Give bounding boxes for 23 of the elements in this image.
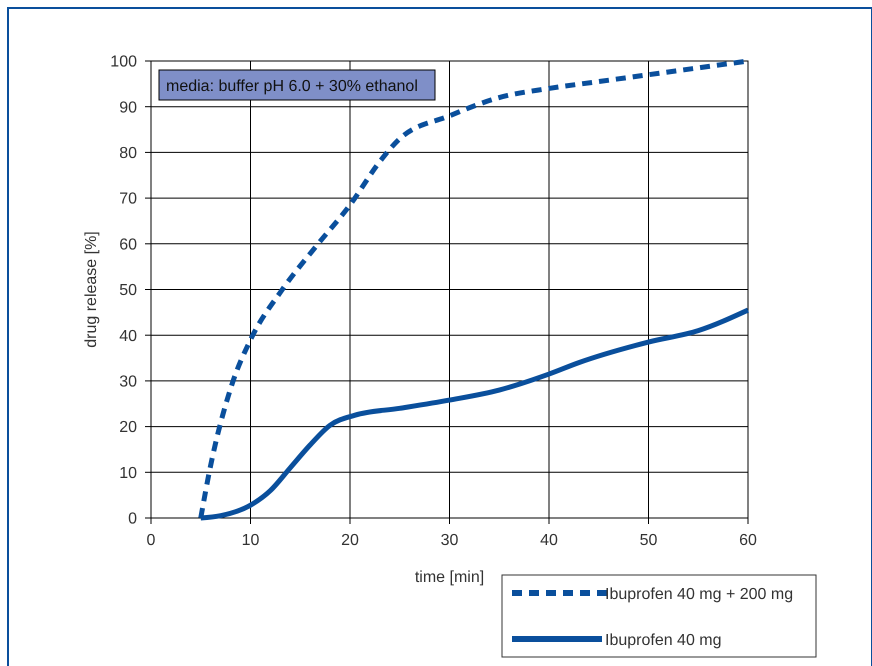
x-tick-label: 20 [341,532,359,549]
y-tick-label: 40 [119,328,138,345]
x-tick-label: 0 [146,532,156,549]
y-tick-label: 30 [119,374,138,390]
x-tick-label: 50 [640,532,658,549]
y-tick-label: 90 [119,99,138,116]
y-axis-title: drug release [%] [83,231,100,348]
x-tick-label: 30 [440,532,458,549]
x-tick-label: 10 [242,532,260,549]
legend-label: Ibuprofen 40 mg + 200 mg [605,586,794,603]
y-tick-label: 50 [119,282,138,300]
x-tick-label: 40 [540,532,558,549]
y-tick-label: 100 [110,54,138,71]
annotation: media: buffer pH 6.0 + 30% ethanol [166,78,418,95]
y-tick-label: 60 [119,236,138,254]
y-tick-label: 0 [128,510,138,528]
x-tick-label: 60 [739,532,757,549]
legend-label: Ibuprofen 40 mg [605,632,722,649]
y-tick-label: 80 [119,145,138,162]
y-tick-label: 20 [119,419,138,436]
y-tick-label: 70 [119,190,138,208]
y-tick-label: 10 [119,464,138,482]
x-axis-title: time [min] [414,569,484,586]
